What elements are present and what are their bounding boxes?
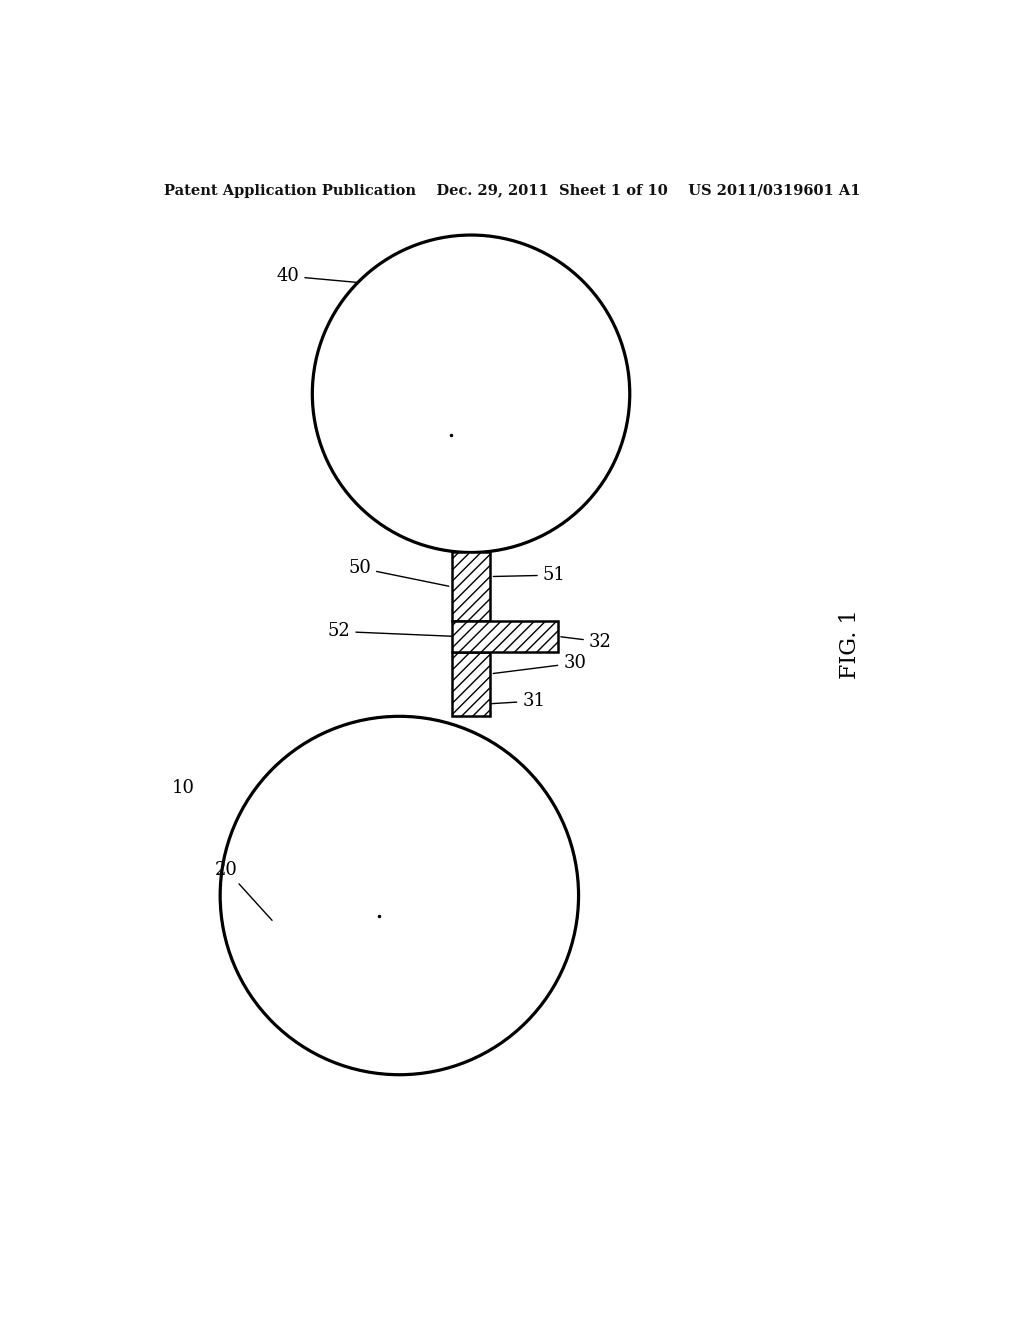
Text: 50: 50: [348, 558, 449, 586]
Text: 10: 10: [172, 779, 195, 797]
Text: 40: 40: [276, 267, 357, 285]
Text: 51: 51: [494, 566, 565, 585]
Text: 52: 52: [328, 623, 454, 640]
Text: 31: 31: [488, 692, 545, 710]
Text: 32: 32: [561, 632, 611, 651]
Text: FIG. 1: FIG. 1: [839, 610, 861, 680]
Text: 20: 20: [215, 861, 272, 920]
Bar: [452, 652, 490, 717]
Text: 30: 30: [494, 655, 586, 673]
Bar: [452, 622, 558, 652]
Text: Patent Application Publication    Dec. 29, 2011  Sheet 1 of 10    US 2011/031960: Patent Application Publication Dec. 29, …: [164, 183, 860, 198]
Bar: [452, 553, 490, 622]
